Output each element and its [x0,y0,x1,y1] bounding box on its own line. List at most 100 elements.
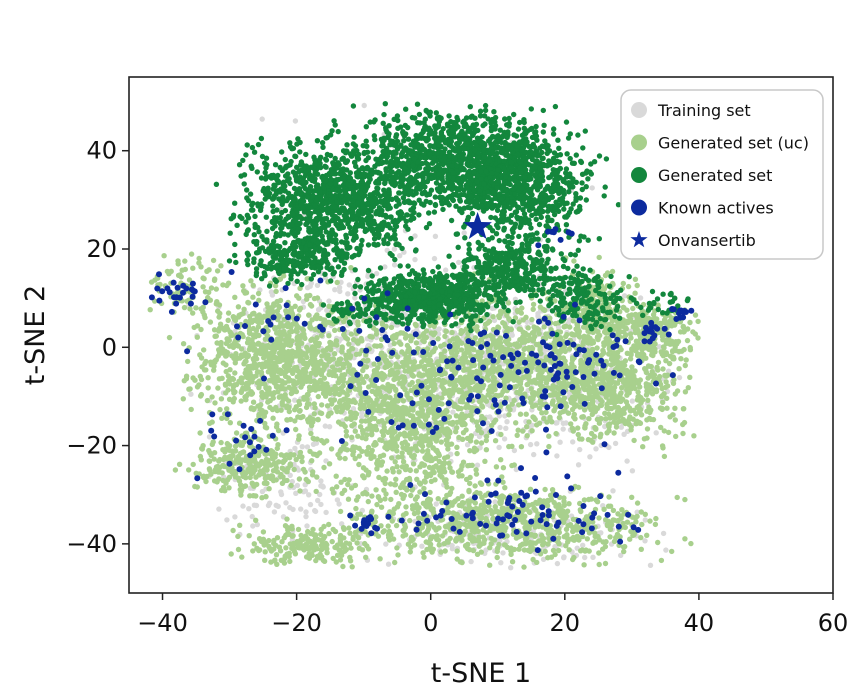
data-point [581,365,587,371]
data-point [535,538,542,544]
data-point [468,413,474,419]
data-point [365,357,371,363]
data-point [443,328,449,334]
data-point [354,339,360,345]
data-point [507,407,513,413]
data-point [575,425,581,431]
data-point [268,358,274,364]
data-point [265,399,271,405]
data-point [530,338,536,344]
data-point [427,489,433,496]
data-point [498,431,504,438]
data-point [326,303,332,309]
data-point [487,384,494,391]
data-point [218,339,224,346]
data-point [643,384,650,390]
data-point [339,490,345,497]
data-point [303,513,309,520]
data-point [478,440,485,446]
data-point [262,336,269,342]
data-point [621,410,627,416]
data-point [294,374,300,380]
data-point [223,368,229,375]
data-point [556,414,563,421]
data-point [483,508,490,515]
data-point [484,530,490,536]
data-point [413,435,419,441]
data-point [372,415,378,422]
data-point [618,366,624,372]
data-point [389,455,395,461]
data-point [399,349,405,355]
data-point [386,408,393,415]
data-point [362,418,369,424]
data-point [402,386,408,393]
data-point [303,404,310,411]
data-point [382,476,389,482]
data-point [569,425,576,431]
data-point [336,391,342,398]
data-point [270,348,276,354]
data-point [352,482,359,489]
data-point [212,400,218,406]
data-point [225,317,231,323]
data-point [600,378,606,384]
data-point [389,518,395,524]
data-point [688,540,694,547]
data-point [455,404,461,411]
data-point [670,412,676,418]
data-point [606,494,612,500]
data-point [281,328,287,335]
data-point [306,320,313,327]
data-point [463,427,469,433]
data-point [205,385,211,391]
data-point [333,367,339,373]
data-point [362,489,368,496]
data-point [554,420,560,426]
data-point [232,370,238,376]
data-point [499,344,505,350]
data-point [355,319,361,325]
data-point [687,374,693,380]
data-point [525,332,532,338]
data-point [246,300,252,306]
data-point [188,391,194,397]
data-point [274,407,280,414]
data-point [526,419,532,425]
data-point [315,393,321,400]
data-point [190,375,196,381]
data-point [407,359,414,365]
data-point [423,378,429,385]
data-point [528,399,534,406]
data-point [549,399,556,405]
data-point [277,276,284,282]
data-point [414,476,420,482]
data-point [384,360,390,366]
data-point [243,358,249,365]
data-point [587,454,593,460]
data-point [661,391,667,397]
data-point [624,519,631,525]
data-point [233,430,240,436]
data-point [363,373,370,380]
data-point [198,326,204,333]
data-point [417,363,423,369]
data-point [346,341,352,347]
data-point [391,246,398,252]
data-point [321,365,327,371]
data-point [282,386,288,392]
data-point [410,405,416,411]
data-point [308,337,314,343]
data-point [294,367,300,374]
data-point [567,324,573,330]
data-point [271,325,278,331]
data-point [297,305,304,311]
data-point [623,399,630,405]
data-point [505,346,511,353]
data-point [359,435,365,441]
data-point [333,405,339,411]
series-1 [147,251,701,570]
data-point [314,312,320,318]
data-point [615,419,622,425]
data-point [405,368,411,374]
